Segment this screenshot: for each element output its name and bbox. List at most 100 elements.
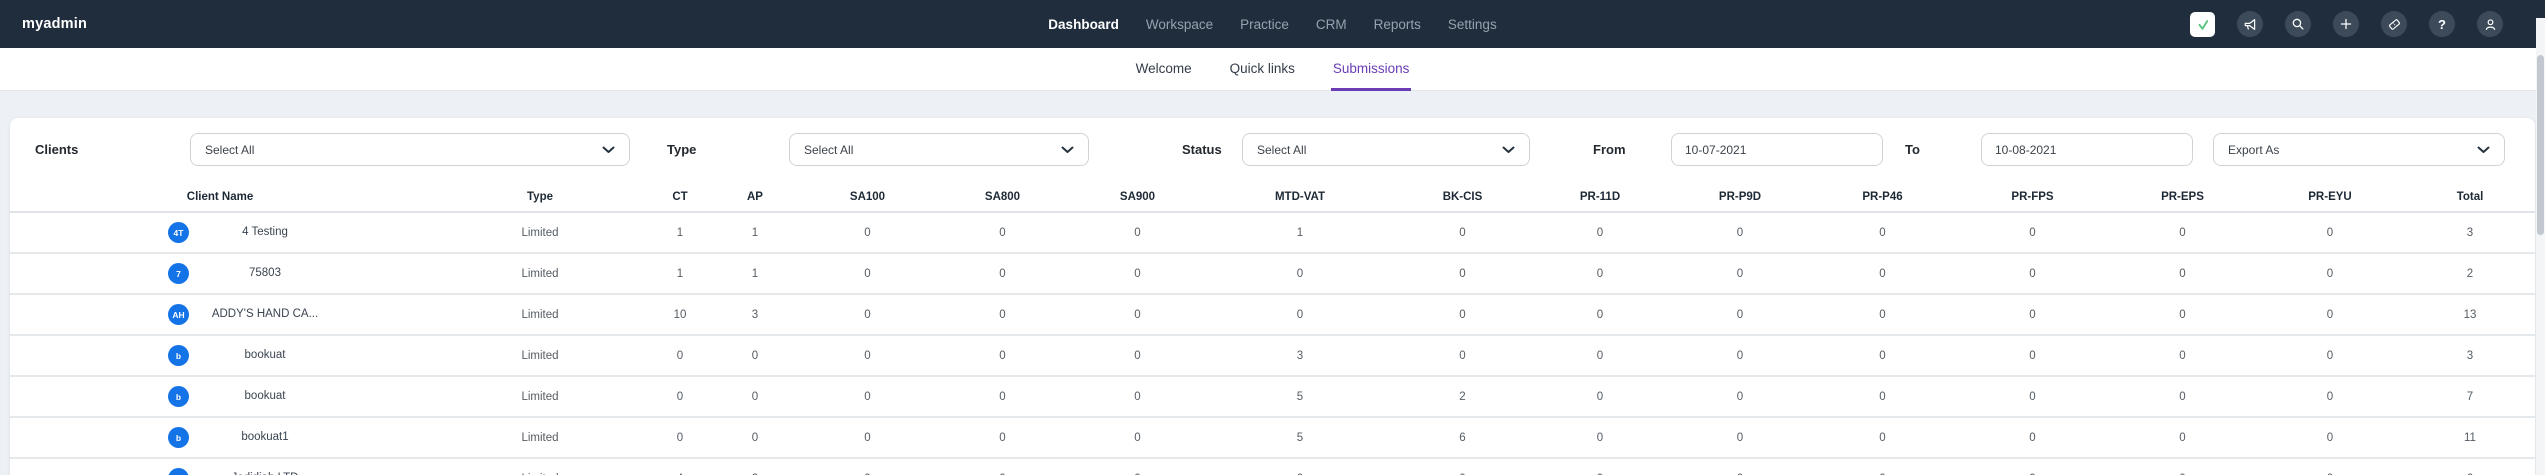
- client-cell: b bookuat: [10, 336, 430, 375]
- nav-item-dashboard[interactable]: Dashboard: [1048, 16, 1119, 32]
- client-name: bookuat1: [241, 431, 289, 443]
- tab-quick-links[interactable]: Quick links: [1229, 60, 1295, 76]
- column-header-type: Type: [430, 182, 650, 213]
- nav-item-workspace[interactable]: Workspace: [1145, 16, 1214, 32]
- search-icon[interactable]: [2285, 11, 2311, 37]
- chevron-down-icon: [2477, 146, 2490, 153]
- help-icon[interactable]: ?: [2429, 11, 2455, 37]
- status-filter-select[interactable]: Select All: [1242, 133, 1530, 166]
- column-header-sa100: SA100: [800, 182, 935, 213]
- count-cell-bk-cis: 0: [1395, 294, 1530, 336]
- type-filter-value: Select All: [804, 142, 854, 157]
- clients-filter-select[interactable]: Select All: [190, 133, 630, 166]
- count-cell-pr-eps: 0: [2110, 212, 2255, 254]
- profile-icon[interactable]: [2477, 11, 2503, 37]
- table-row[interactable]: JLJedidiah LTDLimited42000000000006: [10, 458, 2535, 475]
- client-cell: JL Jedidiah LTD: [10, 459, 430, 475]
- count-cell-sa800: 0: [935, 253, 1070, 295]
- main-nav: Dashboard Workspace Practice CRM Reports Sett…: [1048, 17, 1496, 32]
- count-cell-pr-p9d: 0: [1670, 417, 1810, 459]
- table-row[interactable]: b bookuat1 Limited 0 0 0 0 0 5 6 0 0 0 0 0 0 11: [10, 417, 2535, 459]
- table-row[interactable]: 7 75803 Limited 1 1 0 0 0 0 0 0 0 0 0 0 0 2: [10, 253, 2535, 295]
- widget-launcher-icon[interactable]: [2190, 11, 2215, 37]
- nav-item-practice[interactable]: Practice: [1240, 16, 1289, 32]
- count-cell-mtd-vat: 5: [1205, 376, 1395, 418]
- tickets-icon[interactable]: [2381, 11, 2407, 37]
- count-cell-sa900: 0: [1070, 212, 1205, 254]
- count-cell-pr-p46: 0: [1810, 253, 1955, 295]
- to-date-label: To: [1905, 142, 1920, 157]
- count-cell-pr-eyu: 0: [2255, 212, 2405, 254]
- count-cell-ap: 2: [710, 458, 800, 475]
- client-avatar: AH: [168, 304, 189, 325]
- column-header-client-name: Client Name: [10, 182, 430, 213]
- tab-submissions[interactable]: Submissions: [1330, 48, 1412, 91]
- to-date-input[interactable]: [1981, 133, 2193, 166]
- type-filter-select[interactable]: Select All: [789, 133, 1089, 166]
- count-cell-pr-eps: 0: [2110, 417, 2255, 459]
- count-cell-sa800: 0: [935, 417, 1070, 459]
- client-name: bookuat: [244, 349, 286, 361]
- table-row[interactable]: b bookuat Limited 0 0 0 0 0 3 0 0 0 0 0 0 0 3: [10, 335, 2535, 377]
- from-date-input[interactable]: [1671, 133, 1883, 166]
- client-type-cell: Limited: [430, 253, 650, 295]
- total-cell: 2: [2405, 253, 2535, 295]
- announcements-icon[interactable]: [2237, 11, 2263, 37]
- count-cell-pr-p9d: 0: [1670, 253, 1810, 295]
- column-header-sa900: SA900: [1070, 182, 1205, 213]
- column-header-ap: AP: [710, 182, 800, 213]
- client-cell: 4T 4 Testing: [10, 213, 430, 252]
- column-header-mtd-vat: MTD-VAT: [1205, 182, 1395, 213]
- count-cell-sa900: 0: [1070, 335, 1205, 377]
- count-cell-pr-p9d: 0: [1670, 294, 1810, 336]
- count-cell-pr-11d: 0: [1530, 376, 1670, 418]
- count-cell-pr-eyu: 0: [2255, 417, 2405, 459]
- count-cell-pr-11d: 0: [1530, 294, 1670, 336]
- count-cell-pr-p46: 0: [1810, 376, 1955, 418]
- count-cell-bk-cis: 2: [1395, 376, 1530, 418]
- client-cell: b bookuat1: [10, 418, 430, 457]
- count-cell-sa900: 0: [1070, 458, 1205, 475]
- count-cell-sa800: 0: [935, 458, 1070, 475]
- nav-item-crm[interactable]: CRM: [1315, 16, 1347, 32]
- export-as-select[interactable]: Export As: [2213, 133, 2505, 166]
- count-cell-ap: 1: [710, 212, 800, 254]
- count-cell-pr-p46: 0: [1810, 212, 1955, 254]
- app-logo[interactable]: myadmin: [22, 16, 88, 32]
- count-cell-ap: 3: [710, 294, 800, 336]
- nav-item-reports[interactable]: Reports: [1373, 16, 1421, 32]
- count-cell-sa900: 0: [1070, 294, 1205, 336]
- status-filter-label: Status: [1182, 142, 1222, 157]
- add-icon[interactable]: [2333, 11, 2359, 37]
- count-cell-pr-eps: 0: [2110, 376, 2255, 418]
- table-row[interactable]: b bookuat Limited 0 0 0 0 0 5 2 0 0 0 0 0 0 7: [10, 376, 2535, 418]
- column-header-pr-fps: PR-FPS: [1955, 182, 2110, 213]
- from-date-label: From: [1593, 142, 1626, 157]
- client-name: 4 Testing: [242, 226, 288, 238]
- count-cell-pr-fps: 0: [1955, 212, 2110, 254]
- submissions-card: Clients Select All Type Select All Statu…: [10, 118, 2535, 475]
- count-cell-bk-cis: 6: [1395, 417, 1530, 459]
- table-row[interactable]: AH ADDY'S HAND CA... Limited 10 3 0 0 0 0 0 0 0 0 0 0 0…: [10, 294, 2535, 336]
- count-cell-ap: 1: [710, 253, 800, 295]
- table-row[interactable]: 4T 4 Testing Limited 1 1 0 0 0 1 0 0 0 0 0 0 0 3: [10, 212, 2535, 254]
- count-cell-sa100: 0: [800, 212, 935, 254]
- count-cell-pr-fps: 0: [1955, 335, 2110, 377]
- tab-welcome[interactable]: Welcome: [1135, 60, 1192, 76]
- table-header-row: Client Name Type CT AP SA100 SA800 SA900 MTD-VA…: [10, 182, 2535, 213]
- vertical-scrollbar[interactable]: [2536, 18, 2545, 475]
- count-cell-pr-p9d: 0: [1670, 212, 1810, 254]
- count-cell-pr-eyu: 0: [2255, 376, 2405, 418]
- scrollbar-thumb[interactable]: [2537, 55, 2544, 235]
- chevron-down-icon: [602, 146, 615, 153]
- client-avatar: 4T: [168, 222, 189, 243]
- count-cell-pr-eps: 0: [2110, 294, 2255, 336]
- chevron-down-icon: [1061, 146, 1074, 153]
- client-name: ADDY'S HAND CA...: [211, 308, 319, 320]
- submissions-table: Client Name Type CT AP SA100 SA800 SA900 MTD-VA…: [10, 182, 2535, 475]
- nav-item-settings[interactable]: Settings: [1447, 16, 1497, 32]
- chevron-down-icon: [1502, 146, 1515, 153]
- column-header-pr-p46: PR-P46: [1810, 182, 1955, 213]
- count-cell-pr-fps: 0: [1955, 458, 2110, 475]
- count-cell-pr-fps: 0: [1955, 294, 2110, 336]
